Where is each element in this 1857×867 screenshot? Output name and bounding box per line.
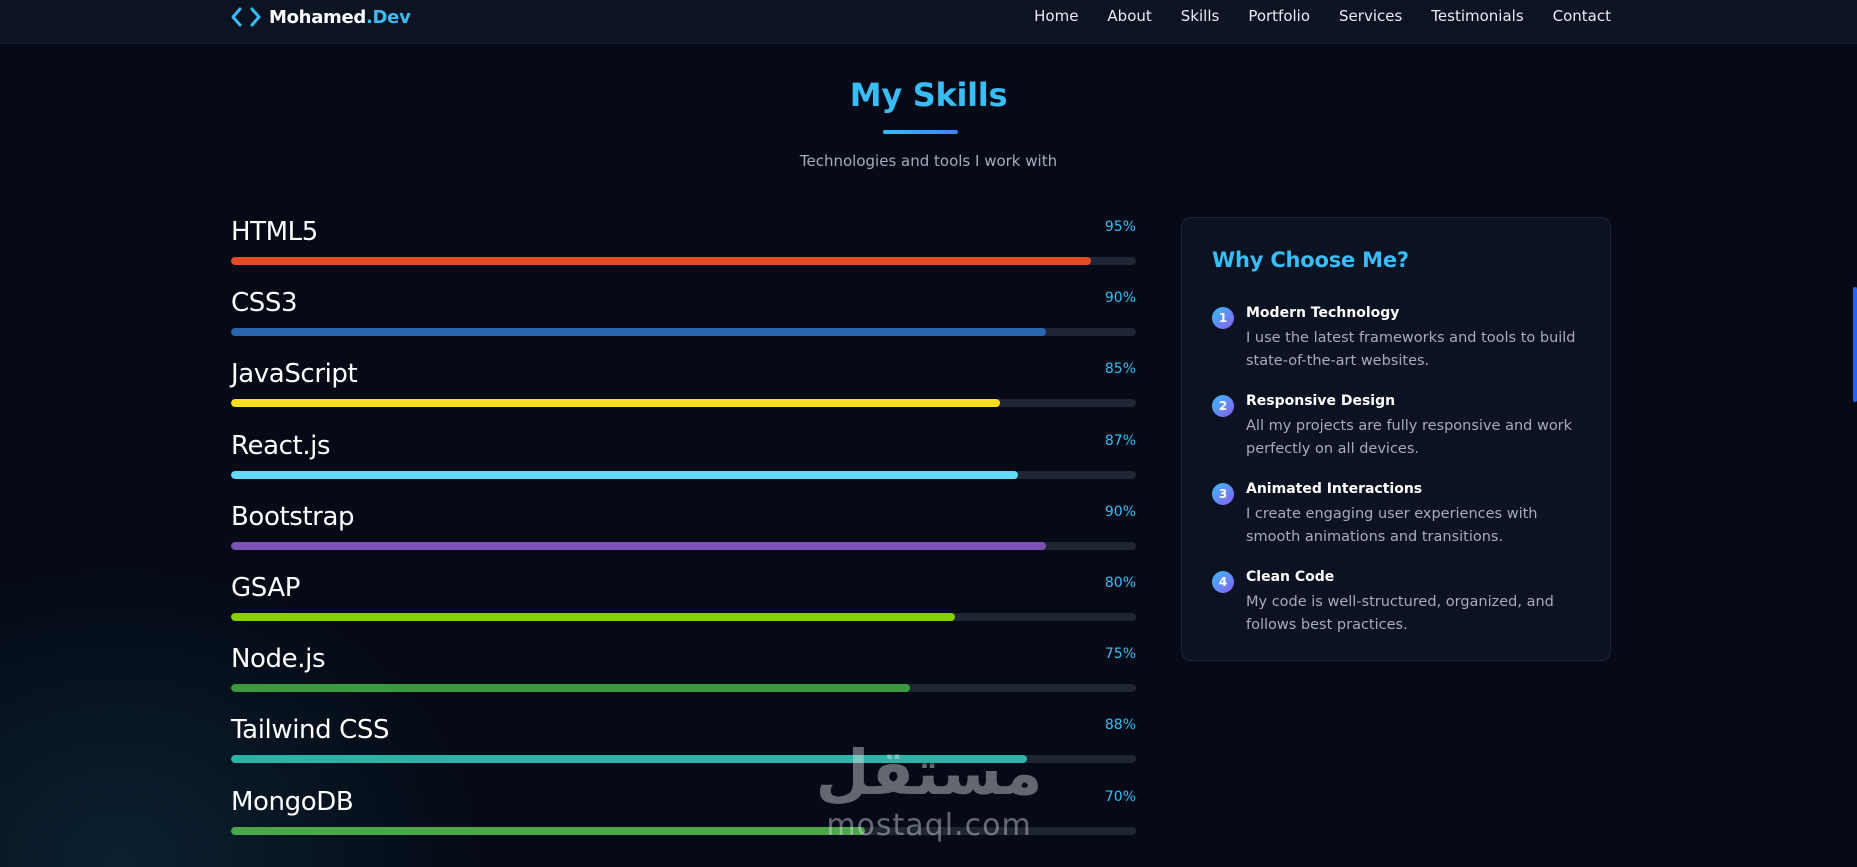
- skill-progress-track: [231, 826, 1136, 835]
- reason-title: Animated Interactions: [1246, 481, 1423, 497]
- reason-title: Clean Code: [1246, 569, 1335, 585]
- navbar: Mohamed.Dev Home About Skills Portfolio …: [0, 0, 1857, 44]
- logo-name: Mohamed: [269, 6, 366, 28]
- skill-progress-track: [231, 257, 1136, 265]
- skill-item: Node.js 75%: [231, 639, 1136, 710]
- skill-item: HTML5 95%: [231, 212, 1136, 283]
- skill-progress-fill: [231, 257, 1091, 265]
- skill-progress-fill: [231, 612, 955, 621]
- skill-item: JavaScript 85%: [231, 354, 1136, 425]
- nav-link-portfolio[interactable]: Portfolio: [1248, 7, 1311, 25]
- skill-progress-fill: [231, 541, 1046, 550]
- reason-item: 2 Responsive Design All my projects are fu…: [1212, 393, 1582, 479]
- nav-link-skills[interactable]: Skills: [1180, 7, 1220, 25]
- skill-name: HTML5: [231, 217, 318, 247]
- title-underline: [883, 130, 958, 134]
- logo-accent: .Dev: [366, 6, 411, 28]
- skill-percent: 80%: [1104, 574, 1136, 591]
- reason-item: 1 Modern Technology I use the latest frame…: [1212, 305, 1582, 391]
- skill-name: Bootstrap: [231, 501, 355, 532]
- skill-name: GSAP: [231, 572, 300, 603]
- skill-item: GSAP 80%: [231, 568, 1136, 639]
- skills-list: HTML5 95% CSS3 90% JavaScript 85% React.js 87% B…: [231, 212, 1136, 853]
- skill-progress-fill: [231, 328, 1046, 337]
- logo-text: Mohamed.Dev: [269, 7, 411, 28]
- reason-description: I create engaging user experiences with …: [1246, 506, 1538, 545]
- skill-percent: 88%: [1104, 717, 1136, 734]
- skill-percent: 90%: [1104, 503, 1136, 520]
- section-subtitle: Technologies and tools I work with: [799, 152, 1058, 170]
- skill-percent: 90%: [1104, 290, 1136, 307]
- skill-name: MongoDB: [231, 786, 354, 817]
- nav-link-about[interactable]: About: [1107, 7, 1152, 25]
- why-title: Why Choose Me?: [1212, 248, 1409, 272]
- nav-link-services[interactable]: Services: [1339, 7, 1403, 25]
- reason-title: Modern Technology: [1246, 305, 1400, 321]
- skill-name: Tailwind CSS: [231, 715, 390, 746]
- nav-link-contact[interactable]: Contact: [1552, 7, 1611, 25]
- reason-title: Responsive Design: [1246, 393, 1396, 409]
- skill-progress-fill: [231, 684, 910, 693]
- skill-progress-track: [231, 684, 1136, 693]
- reason-number-badge: 4: [1212, 571, 1234, 593]
- skill-progress-fill: [231, 755, 1028, 764]
- skill-progress-track: [231, 612, 1136, 621]
- reason-number-badge: 3: [1212, 483, 1234, 505]
- skill-percent: 87%: [1104, 432, 1136, 449]
- reason-description: All my projects are fully responsive and…: [1246, 418, 1573, 457]
- reason-description: My code is well-structured, organized, a…: [1246, 594, 1554, 633]
- skill-progress-track: [231, 399, 1136, 408]
- reasons-list: 1 Modern Technology I use the latest frame…: [1212, 303, 1582, 655]
- skill-name: Node.js: [231, 644, 326, 675]
- nav-links: Home About Skills Portfolio Services Tes…: [1034, 7, 1611, 25]
- reason-item: 3 Animated Interactions I create engaging …: [1212, 481, 1582, 567]
- skill-progress-track: [231, 470, 1136, 479]
- skill-item: Tailwind CSS 88%: [231, 710, 1136, 781]
- skill-progress-track: [231, 328, 1136, 337]
- skill-progress-track: [231, 541, 1136, 550]
- skill-percent: 75%: [1104, 646, 1136, 663]
- skill-item: CSS3 90%: [231, 283, 1136, 354]
- section-title: My Skills: [849, 76, 1008, 114]
- skill-item: MongoDB 70%: [231, 782, 1136, 853]
- reason-description: I use the latest frameworks and tools to…: [1246, 330, 1576, 369]
- logo[interactable]: Mohamed.Dev: [231, 5, 411, 29]
- nav-link-testimonials[interactable]: Testimonials: [1431, 7, 1524, 25]
- skill-name: CSS3: [231, 288, 298, 319]
- reason-number-badge: 1: [1212, 307, 1234, 329]
- skill-progress-fill: [231, 826, 865, 835]
- skill-name: React.js: [231, 430, 331, 461]
- code-brackets-icon: [231, 7, 261, 27]
- skill-name: JavaScript: [231, 359, 358, 390]
- why-choose-card: Why Choose Me? 1 Modern Technology I use t…: [1181, 217, 1611, 661]
- reason-number-badge: 2: [1212, 395, 1234, 417]
- skill-percent: 85%: [1104, 361, 1136, 378]
- reason-item: 4 Clean Code My code is well-structured, o…: [1212, 569, 1582, 655]
- skill-percent: 95%: [1104, 219, 1136, 235]
- skill-progress-fill: [231, 470, 1019, 479]
- skill-item: React.js 87%: [231, 426, 1136, 497]
- skill-progress-track: [231, 755, 1136, 764]
- skill-item: Bootstrap 90%: [231, 497, 1136, 568]
- skill-progress-fill: [231, 399, 1001, 408]
- nav-link-home[interactable]: Home: [1034, 7, 1079, 25]
- scrollbar-thumb[interactable]: [1853, 287, 1857, 402]
- skill-percent: 70%: [1104, 788, 1136, 805]
